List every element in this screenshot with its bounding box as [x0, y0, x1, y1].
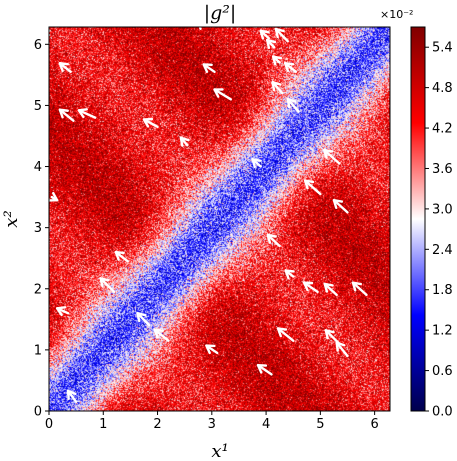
vector-arrow [213, 88, 233, 101]
vector-arrow [58, 108, 75, 122]
colorbar-tick-label: 1.8 [432, 283, 453, 298]
x-tick-label: 1 [99, 417, 107, 432]
y-tick-label: 3 [34, 221, 42, 236]
vector-arrow [202, 63, 216, 74]
vector-arrow [58, 62, 72, 74]
vector-arrow [256, 363, 273, 376]
y-axis-ticks: 0 1 2 3 4 5 6 [34, 38, 49, 420]
vector-arrow [351, 281, 368, 297]
vector-arrow [323, 282, 338, 297]
y-tick-label: 5 [34, 99, 42, 114]
x-axis-label: x¹ [211, 441, 228, 461]
y-tick-label: 4 [34, 160, 42, 175]
vector-arrow [322, 148, 341, 165]
vector-arrow [266, 233, 281, 248]
vector-arrow [142, 117, 159, 129]
colorbar [410, 26, 426, 412]
vector-arrow [276, 327, 295, 342]
y-axis-label: x² [1, 210, 22, 227]
x-tick-label: 2 [153, 417, 161, 432]
colorbar-tick-label: 5.4 [432, 41, 453, 56]
plot-frame [48, 26, 391, 412]
vector-arrow [332, 198, 349, 214]
vector-arrow [49, 29, 51, 37]
vector-arrow [55, 306, 70, 317]
y-tick-label: 1 [34, 343, 42, 358]
x-tick-label: 6 [370, 417, 378, 432]
x-tick-label: 0 [45, 417, 53, 432]
x-tick-label: 4 [262, 417, 270, 432]
chart-title: |g²| [204, 2, 237, 24]
y-tick-label: 0 [34, 405, 42, 420]
colorbar-tick-label: 2.4 [432, 243, 453, 258]
colorbar-tick-label: 4.2 [432, 122, 453, 137]
vector-arrow [114, 250, 129, 263]
vector-arrow [303, 179, 322, 196]
vector-arrow [153, 328, 170, 342]
x-tick-label: 5 [316, 417, 324, 432]
colorbar-tick-label: 0.0 [432, 405, 453, 420]
heatmap-field [49, 27, 390, 411]
vector-arrow [284, 269, 295, 280]
vector-arrow [205, 344, 219, 355]
colorbar-ticks: 0.0 0.6 1.2 1.8 2.4 3.0 3.6 4.2 4.8 5.4 [425, 41, 453, 420]
vector-arrow [283, 62, 298, 74]
colorbar-tick-label: 4.8 [432, 81, 453, 96]
vector-arrow [179, 136, 190, 147]
colorbar-tick-label: 0.6 [432, 364, 453, 379]
y-tick-label: 2 [34, 282, 42, 297]
x-axis-ticks: 0 1 2 3 4 5 6 [45, 411, 379, 432]
vector-arrow [77, 108, 97, 119]
vector-arrow [271, 55, 283, 66]
vector-arrow [136, 312, 151, 327]
vector-arrow [265, 38, 277, 50]
vector-arrow [302, 281, 319, 294]
vector-arrow [99, 277, 116, 294]
vector-arrows [49, 27, 368, 404]
vector-arrow [66, 389, 78, 404]
x-tick-label: 3 [208, 417, 216, 432]
vector-arrow [49, 191, 59, 202]
colorbar-tick-label: 3.6 [432, 162, 453, 177]
y-tick-label: 6 [34, 38, 42, 53]
colorbar-tick-label: 1.2 [432, 324, 453, 339]
vector-arrow [251, 158, 262, 169]
colorbar-tick-label: 3.0 [432, 202, 453, 217]
vector-arrow [335, 341, 349, 358]
vector-arrow [286, 98, 300, 113]
vector-arrow [271, 80, 284, 95]
colorbar-multiplier: ×10⁻² [380, 8, 413, 21]
vector-arrow [259, 29, 271, 40]
vector-arrow [274, 27, 289, 43]
